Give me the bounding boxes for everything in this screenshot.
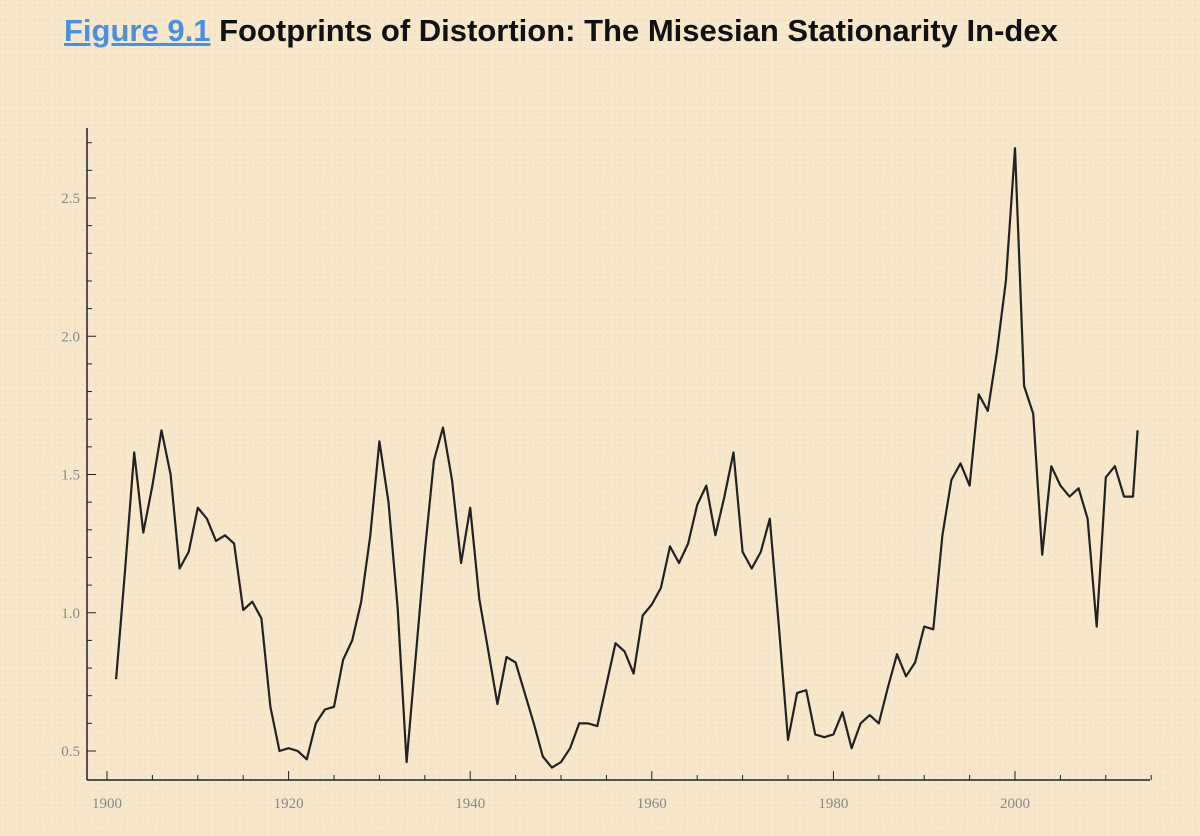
x-tick-label: 1980 — [818, 796, 848, 812]
y-tick-label: 2.0 — [61, 329, 80, 345]
x-tick-label: 1960 — [637, 796, 667, 812]
x-tick-label: 1900 — [92, 796, 122, 812]
x-tick-label: 1940 — [455, 796, 485, 812]
series-line — [115, 147, 1139, 769]
x-tick-label: 2000 — [1000, 796, 1030, 812]
figure-caption: Figure 9.1 Footprints of Distortion: The… — [64, 4, 1144, 57]
y-tick-label: 2.5 — [61, 191, 80, 207]
y-tick-label: 0.5 — [61, 744, 80, 760]
y-tick-label: 1.0 — [61, 606, 80, 622]
figure-link[interactable]: Figure 9.1 — [64, 13, 211, 48]
y-tick-label: 1.5 — [61, 468, 80, 484]
x-tick-label: 1920 — [274, 796, 304, 812]
figure-title: Footprints of Distortion: The Misesian S… — [219, 13, 1058, 48]
